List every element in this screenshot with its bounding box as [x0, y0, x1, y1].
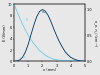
Text: $n_i$: $n_i$ [22, 55, 27, 61]
Text: $n_e$: $n_e$ [41, 10, 47, 16]
X-axis label: x (mm): x (mm) [43, 68, 56, 72]
Y-axis label: n_e, n_i (cm⁻³): n_e, n_i (cm⁻³) [93, 20, 97, 46]
Y-axis label: E (V/mm): E (V/mm) [3, 25, 7, 41]
Text: E: E [26, 18, 28, 22]
